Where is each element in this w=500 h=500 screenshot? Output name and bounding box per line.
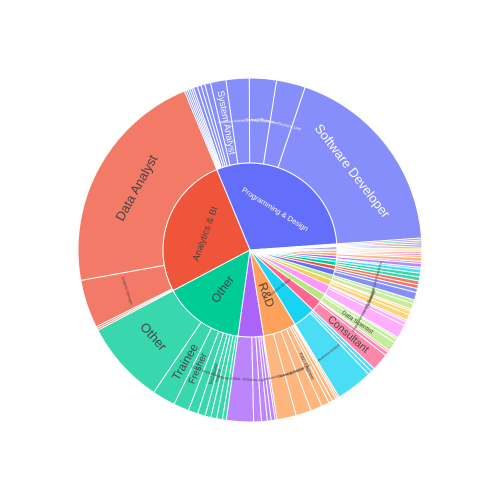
parent-segment-analytics-bi[interactable]: [162, 168, 251, 292]
parent-segment-programming-design[interactable]: [216, 162, 338, 251]
inner-ring: [162, 162, 338, 338]
parent-segment-other[interactable]: [172, 249, 251, 337]
parent-segment-22[interactable]: [249, 243, 338, 251]
